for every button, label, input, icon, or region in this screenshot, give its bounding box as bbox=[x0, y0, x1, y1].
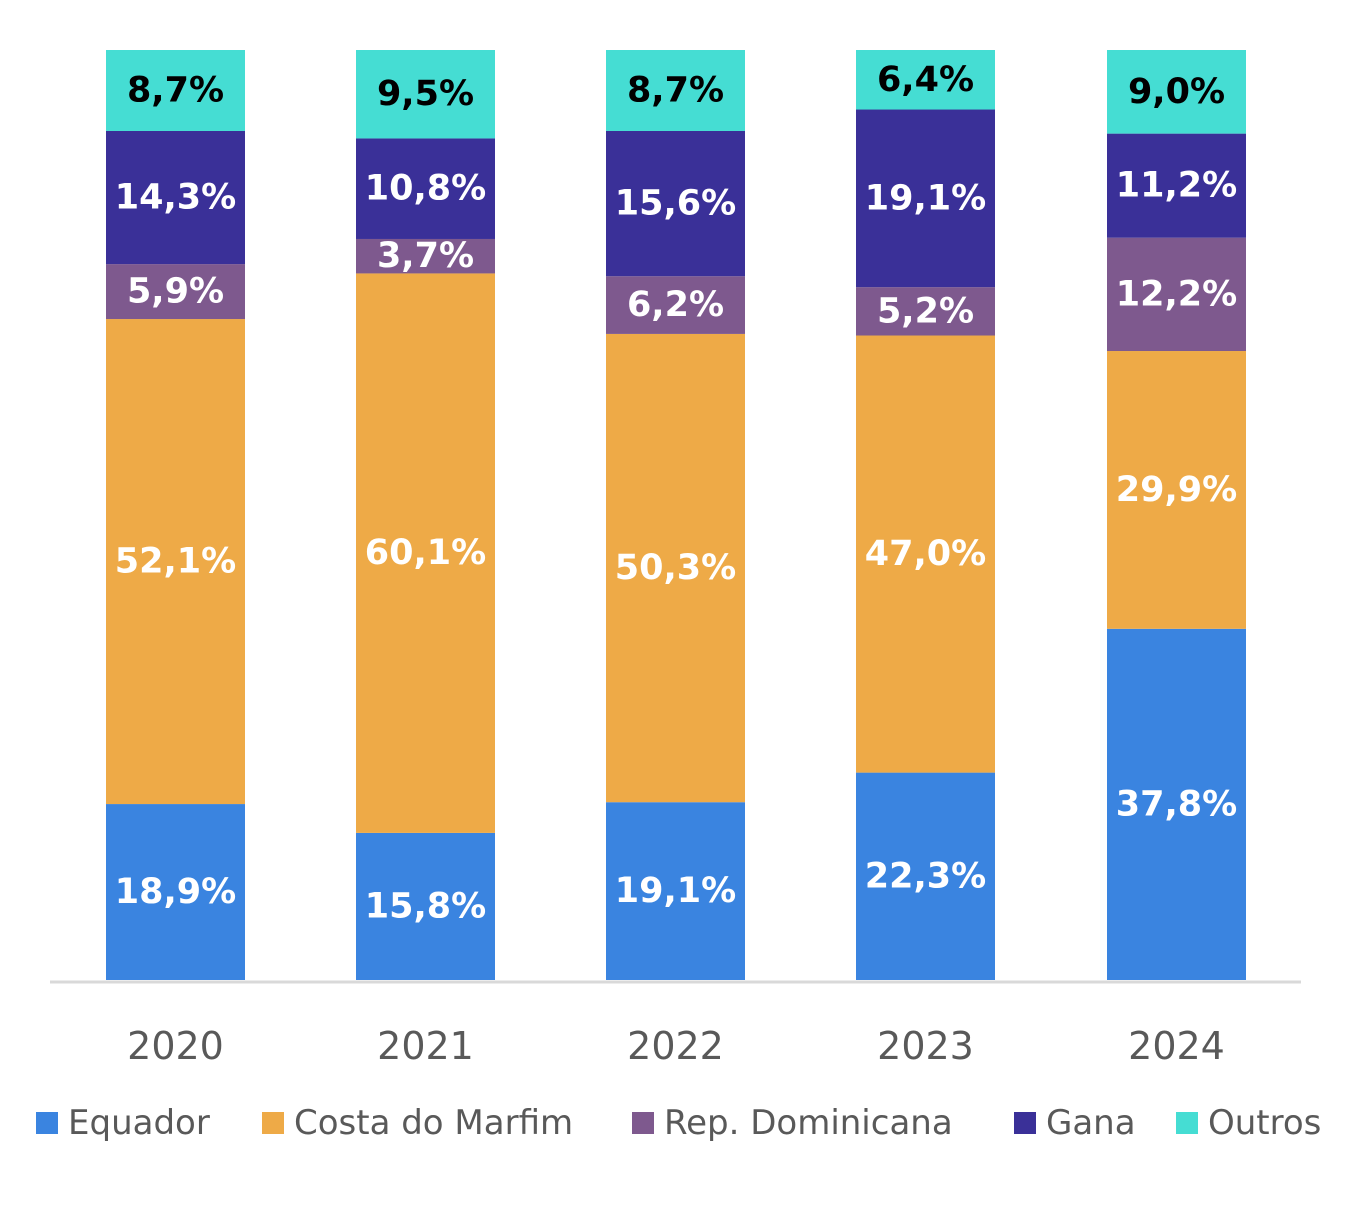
data-label-costa-do-marfim-2024: 29,9% bbox=[1116, 470, 1237, 510]
data-label-rep-dominicana-2021: 3,7% bbox=[377, 236, 474, 276]
bar-segment-gana-2024 bbox=[1107, 133, 1246, 238]
x-tick-label-2024: 2024 bbox=[1128, 1024, 1225, 1068]
legend-swatch-gana bbox=[1014, 1112, 1036, 1134]
bar-segment-outros-2021 bbox=[356, 50, 495, 139]
x-tick-label-2020: 2020 bbox=[127, 1024, 224, 1068]
legend-label-outros: Outros bbox=[1208, 1103, 1321, 1143]
bar-segment-rep-dominicana-2024 bbox=[1107, 237, 1246, 352]
x-axis-tick-labels: 2020 2021 2022 2023 2024 bbox=[127, 1024, 1225, 1068]
data-label-gana-2020: 14,3% bbox=[115, 178, 236, 218]
bar-segment-outros-2020 bbox=[106, 50, 245, 131]
bar-segment-rep-dominicana-2022 bbox=[606, 276, 745, 334]
bar-segment-costa-do-marfim-2021 bbox=[356, 273, 495, 833]
bar-segment-rep-dominicana-2021 bbox=[356, 238, 495, 274]
data-label-gana-2021: 10,8% bbox=[365, 169, 486, 209]
bar-segment-gana-2022 bbox=[606, 130, 745, 277]
bar-segment-equador-2022 bbox=[606, 802, 745, 980]
data-label-rep-dominicana-2023: 5,2% bbox=[877, 291, 974, 331]
bar-segment-outros-2022 bbox=[606, 50, 745, 131]
legend-swatch-equador bbox=[36, 1112, 58, 1134]
bar-segment-equador-2021 bbox=[356, 832, 495, 980]
x-tick-label-2023: 2023 bbox=[877, 1024, 974, 1068]
legend-item-outros: Outros bbox=[1176, 1103, 1321, 1143]
bar-segment-costa-do-marfim-2022 bbox=[606, 333, 745, 803]
data-label-rep-dominicana-2024: 12,2% bbox=[1116, 274, 1237, 314]
bars-layer bbox=[106, 50, 1246, 980]
data-label-equador-2024: 37,8% bbox=[1116, 784, 1237, 824]
bar-segment-equador-2020 bbox=[106, 804, 245, 980]
bar-segment-outros-2023 bbox=[856, 50, 995, 110]
data-label-rep-dominicana-2022: 6,2% bbox=[627, 285, 724, 325]
bar-segment-rep-dominicana-2020 bbox=[106, 264, 245, 320]
x-tick-label-2022: 2022 bbox=[627, 1024, 724, 1068]
x-tick-label-2021: 2021 bbox=[377, 1024, 474, 1068]
data-label-equador-2021: 15,8% bbox=[365, 886, 486, 926]
bar-segment-outros-2024 bbox=[1107, 50, 1246, 134]
data-label-outros-2020: 8,7% bbox=[127, 70, 224, 110]
data-label-gana-2023: 19,1% bbox=[865, 178, 986, 218]
legend-item-costa-do-marfim: Costa do Marfim bbox=[262, 1103, 573, 1143]
data-label-outros-2022: 8,7% bbox=[627, 70, 724, 110]
data-label-rep-dominicana-2020: 5,9% bbox=[127, 272, 224, 312]
data-label-costa-do-marfim-2023: 47,0% bbox=[865, 534, 986, 574]
legend-label-costa-do-marfim: Costa do Marfim bbox=[294, 1103, 573, 1143]
data-label-outros-2023: 6,4% bbox=[877, 60, 974, 100]
legend-swatch-rep-dominicana bbox=[632, 1112, 654, 1134]
data-label-equador-2020: 18,9% bbox=[115, 872, 236, 912]
bar-segment-costa-do-marfim-2020 bbox=[106, 319, 245, 805]
bar-segment-gana-2020 bbox=[106, 130, 245, 265]
data-label-equador-2023: 22,3% bbox=[865, 856, 986, 896]
legend-swatch-costa-do-marfim bbox=[262, 1112, 284, 1134]
bar-segment-gana-2021 bbox=[356, 138, 495, 239]
bar-segment-gana-2023 bbox=[856, 109, 995, 288]
legend-label-gana: Gana bbox=[1046, 1103, 1136, 1143]
data-label-equador-2022: 19,1% bbox=[615, 871, 736, 911]
data-label-outros-2021: 9,5% bbox=[377, 74, 474, 114]
legend-item-rep-dominicana: Rep. Dominicana bbox=[632, 1103, 953, 1143]
bar-segment-equador-2024 bbox=[1107, 628, 1246, 980]
data-label-costa-do-marfim-2021: 60,1% bbox=[365, 533, 486, 573]
data-label-gana-2022: 15,6% bbox=[615, 184, 736, 224]
data-label-costa-do-marfim-2022: 50,3% bbox=[615, 548, 736, 588]
legend-item-equador: Equador bbox=[36, 1103, 210, 1143]
legend-item-gana: Gana bbox=[1014, 1103, 1136, 1143]
bar-segment-costa-do-marfim-2024 bbox=[1107, 351, 1246, 629]
data-label-outros-2024: 9,0% bbox=[1128, 72, 1225, 112]
bar-segment-costa-do-marfim-2023 bbox=[856, 335, 995, 773]
data-label-gana-2024: 11,2% bbox=[1116, 166, 1237, 206]
bar-segment-rep-dominicana-2023 bbox=[856, 287, 995, 336]
legend-label-rep-dominicana: Rep. Dominicana bbox=[664, 1103, 953, 1143]
legend-swatch-outros bbox=[1176, 1112, 1198, 1134]
data-label-costa-do-marfim-2020: 52,1% bbox=[115, 542, 236, 582]
bar-segment-equador-2023 bbox=[856, 772, 995, 980]
legend: Equador Costa do Marfim Rep. Dominicana Gan… bbox=[36, 1103, 1321, 1143]
data-labels-layer: 18,9% 52,1% 5,9% 14,3% 8,7% 15,8% 60,1% 3,7% 10,… bbox=[115, 60, 1237, 927]
legend-label-equador: Equador bbox=[68, 1103, 210, 1143]
